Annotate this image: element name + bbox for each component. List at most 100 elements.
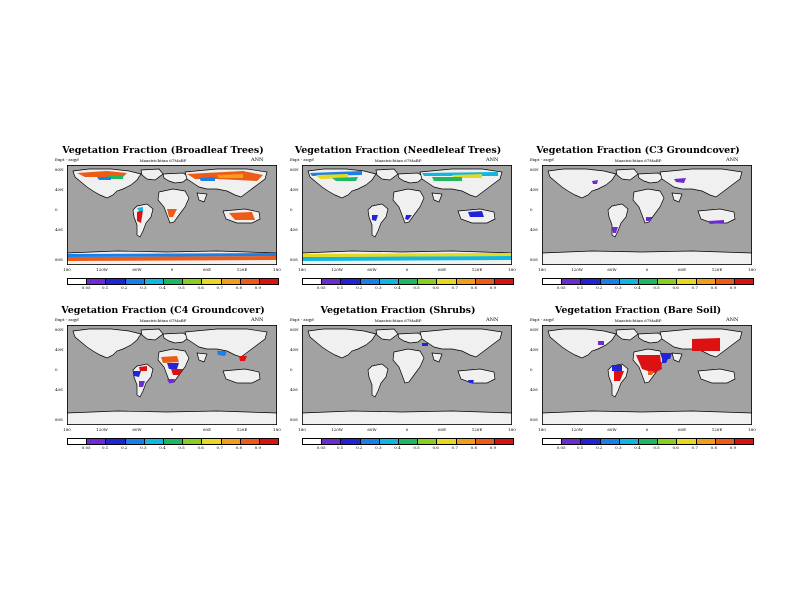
land-india <box>196 352 208 363</box>
land-greenland <box>615 328 639 341</box>
latitude-label: 80S <box>55 417 63 422</box>
colorbar-tick-label: 0.7 <box>216 445 223 450</box>
colorbar-tick-label: 0.3 <box>615 445 622 450</box>
colorbar-swatch <box>657 279 677 284</box>
map-plot <box>67 165 277 265</box>
colorbar-swatch <box>303 439 322 444</box>
longitude-label: 0 <box>645 267 649 272</box>
vegetation-patch <box>302 253 512 257</box>
latitude-label: 80S <box>290 417 298 422</box>
land-india <box>671 192 683 203</box>
land-india <box>196 192 208 203</box>
colorbar-swatch <box>474 439 494 444</box>
latitude-label: 40N <box>290 187 299 192</box>
vegetation-patch <box>468 380 474 383</box>
colorbar-tick-label: 0.3 <box>140 445 147 450</box>
colorbar-tick-label: 0.05 <box>556 445 566 450</box>
colorbar-tick-label: 0.3 <box>615 285 622 290</box>
land-southAmerica <box>367 203 389 238</box>
colorbar-swatch <box>182 439 202 444</box>
colorbar-swatch <box>340 279 360 284</box>
colorbar-swatch <box>162 439 183 444</box>
season-label: ANN <box>726 157 739 163</box>
colorbar-tick-label: 0.1 <box>101 285 109 290</box>
vegetation-patch <box>137 210 143 223</box>
colorbar-tick-label: 0.5 <box>413 285 420 290</box>
land-australia <box>222 368 261 384</box>
latitude-label: 40S <box>55 387 63 392</box>
colorbar-swatch <box>378 279 398 284</box>
latitude-label: 0 <box>290 367 293 372</box>
panel-subtitle: Maastrichtian 67MaBP <box>139 318 187 323</box>
colorbar-tick-label: 0.9 <box>254 285 262 290</box>
colorbar-swatch <box>182 279 202 284</box>
colorbar-swatch <box>714 439 734 444</box>
panel-c4-groundcover: Vegetation Fraction (C4 Groundcover) Expt… <box>55 305 295 485</box>
vegetation-patch <box>229 212 255 220</box>
colorbar-swatch <box>695 439 715 444</box>
colorbar-swatch <box>86 439 106 444</box>
colorbar-swatch <box>143 279 163 284</box>
panel-needleleaf-trees: Vegetation Fraction (Needleleaf Trees) Ex… <box>290 145 530 325</box>
map-frame <box>302 325 512 425</box>
colorbar-tick-label: 0.3 <box>375 445 382 450</box>
colorbar-swatch <box>561 439 581 444</box>
vegetation-patch <box>67 253 277 257</box>
latitude-label: 40N <box>530 347 539 352</box>
land-africa <box>392 188 425 224</box>
season-label: ANN <box>251 317 264 323</box>
longitude-label: 0 <box>645 427 649 432</box>
colorbar <box>302 278 514 285</box>
land-northAmerica <box>307 328 377 359</box>
colorbar-swatch <box>321 279 341 284</box>
colorbar-swatch <box>258 279 279 284</box>
colorbar-tick-label: 0.8 <box>235 285 242 290</box>
colorbar-tick-label: 0.1 <box>576 285 584 290</box>
longitude-label: 180 <box>508 267 516 272</box>
vegetation-patch <box>646 217 652 221</box>
colorbar-swatch <box>455 439 475 444</box>
latitude-label: 80S <box>290 257 298 262</box>
longitude-label: 180 <box>508 427 516 432</box>
latitude-label: 80N <box>530 327 539 332</box>
land-northAmerica <box>547 168 617 199</box>
colorbar-swatch <box>733 279 754 284</box>
map-plot <box>302 325 512 425</box>
map-plot <box>542 325 752 425</box>
colorbar-swatch <box>143 439 163 444</box>
longitude-label: 180 <box>273 267 281 272</box>
colorbar-swatch <box>580 439 600 444</box>
longitude-axis: 180 120W 60W 0 60E 120E 180 <box>63 427 281 433</box>
colorbar-swatch <box>124 439 144 444</box>
colorbar-tick-label: 0.6 <box>672 445 679 450</box>
vegetation-patch <box>97 177 111 180</box>
longitude-label: 120E <box>236 427 248 432</box>
colorbar-tick-label: 0.7 <box>691 285 698 290</box>
season-label: ANN <box>726 317 739 323</box>
land-europe <box>162 332 190 344</box>
vegetation-patch <box>167 379 175 383</box>
vegetation-patch <box>133 371 141 377</box>
colorbar-tick-label: 0.2 <box>121 445 128 450</box>
colorbar-tick-label: 0.4 <box>634 285 641 290</box>
vegetation-patch <box>468 211 484 217</box>
colorbar-ticks: 0.05 0.1 0.2 0.3 0.4 0.5 0.6 0.7 0.8 0.9 <box>67 445 277 451</box>
colorbar-swatch <box>105 279 125 284</box>
colorbar-tick-label: 0.2 <box>356 445 363 450</box>
longitude-label: 120E <box>471 427 483 432</box>
experiment-label: Expt - zzqyf <box>290 317 314 322</box>
longitude-label: 60W <box>607 267 617 272</box>
colorbar-ticks: 0.05 0.1 0.2 0.3 0.4 0.5 0.6 0.7 0.8 0.9 <box>542 285 752 291</box>
longitude-label: 180 <box>298 267 306 272</box>
colorbar-tick-label: 0.9 <box>489 445 497 450</box>
latitude-label: 80S <box>530 417 538 422</box>
land-antarctica <box>542 250 752 265</box>
land-antarctica <box>302 410 512 425</box>
panel-broadleaf-trees: Vegetation Fraction (Broadleaf Trees) Exp… <box>55 145 295 325</box>
colorbar-swatch <box>493 439 514 444</box>
latitude-label: 40S <box>530 387 538 392</box>
panel-title: Vegetation Fraction (C4 Groundcover) <box>61 305 265 316</box>
colorbar-swatch <box>543 279 562 284</box>
latitude-label: 0 <box>530 367 533 372</box>
vegetation-patch <box>239 356 247 361</box>
